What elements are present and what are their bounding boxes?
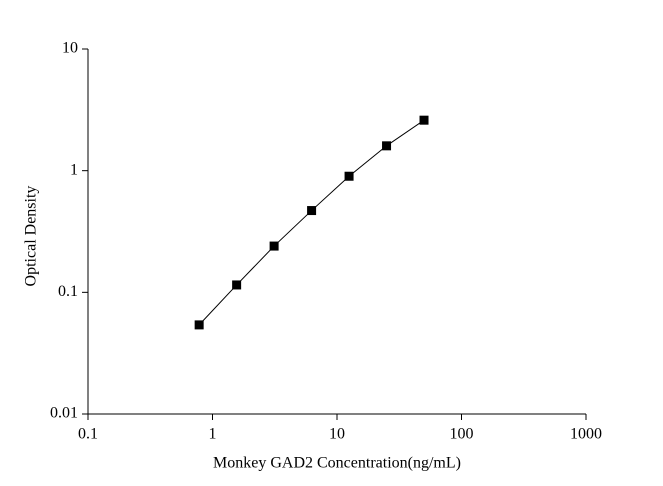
point [344, 171, 354, 181]
y-tick-label: 10 [62, 40, 78, 57]
fit-line [198, 119, 425, 326]
point [194, 320, 204, 330]
x-tick-label: 10 [329, 426, 345, 443]
point [419, 115, 429, 125]
y-tick-label: 1 [70, 161, 78, 178]
x-tick-label: 1 [209, 426, 217, 443]
x-tick-label: 1000 [570, 426, 602, 443]
point [232, 280, 242, 290]
y-axis-label: Optical Density [23, 186, 40, 287]
point [307, 206, 317, 216]
y-tick-label: 0.1 [58, 283, 78, 300]
x-tick-label: 0.1 [78, 426, 98, 443]
x-tick-label: 100 [450, 426, 474, 443]
point [269, 241, 279, 251]
point [382, 141, 392, 151]
x-axis-label: Monkey GAD2 Concentration(ng/mL) [213, 455, 461, 472]
y-tick-label: 0.01 [50, 405, 78, 422]
